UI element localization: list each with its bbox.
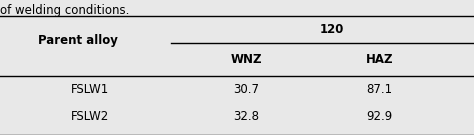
- Text: HAZ: HAZ: [365, 53, 393, 66]
- Text: 32.8: 32.8: [234, 110, 259, 123]
- Text: 30.7: 30.7: [234, 83, 259, 96]
- Text: FSLW2: FSLW2: [71, 110, 109, 123]
- Text: 120: 120: [319, 23, 344, 36]
- Text: 87.1: 87.1: [366, 83, 392, 96]
- Text: WNZ: WNZ: [231, 53, 262, 66]
- Text: 92.9: 92.9: [366, 110, 392, 123]
- Text: FSLW1: FSLW1: [71, 83, 109, 96]
- Text: Parent alloy: Parent alloy: [38, 34, 118, 47]
- Text: of welding conditions.: of welding conditions.: [0, 4, 129, 17]
